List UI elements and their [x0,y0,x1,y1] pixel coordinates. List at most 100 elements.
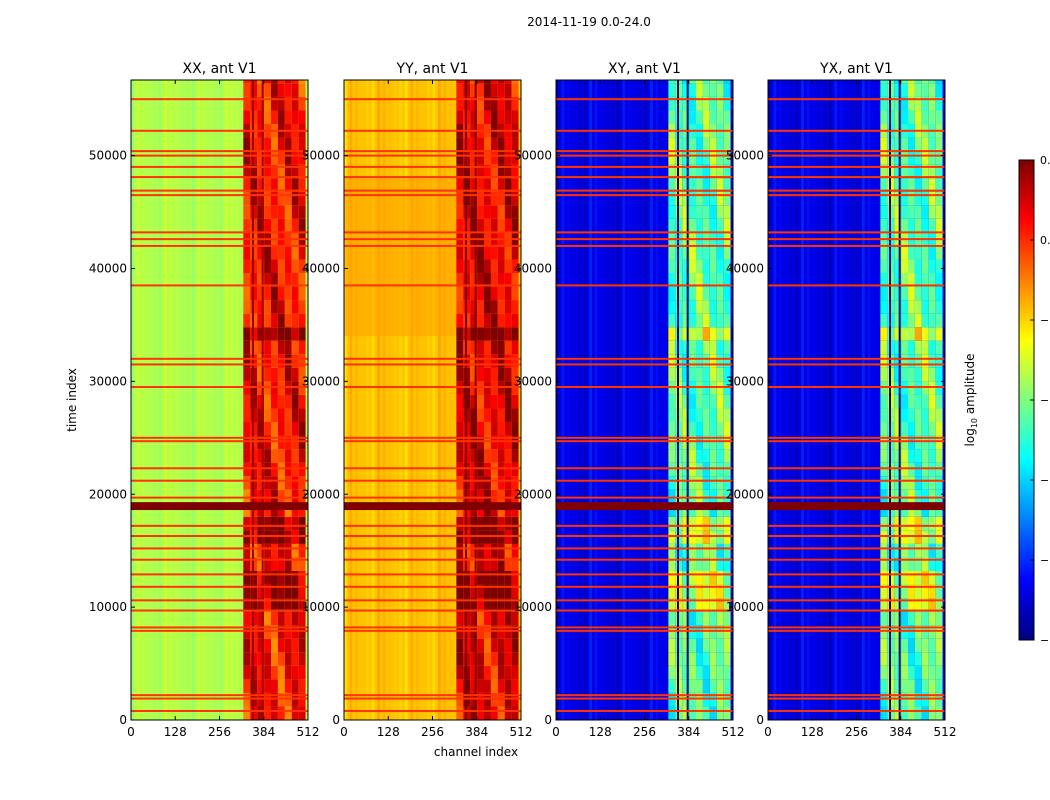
rfi-cell [709,489,717,504]
rfi-cell [277,652,285,666]
flagged-row [344,629,521,632]
rfi-cell [511,367,519,382]
flagged-row [131,573,308,576]
rfi-cell [689,367,697,382]
flagged-row [344,436,521,439]
rfi-cell [921,665,929,680]
rfi-cell [723,381,731,395]
rfi-cell [894,367,902,382]
rfi-cell [709,625,717,639]
rfi-cell [901,625,909,639]
x-tick-label: 128 [589,725,612,739]
rfi-cell [935,530,943,544]
rfi-cell [298,191,306,206]
rfi-cell [490,80,498,84]
rfi-cell [243,571,251,585]
rfi-cell [914,557,922,572]
x-tick-label: 512 [722,725,745,739]
rfi-cell [914,83,922,97]
rfi-cell [908,462,915,477]
flagged-row [556,165,733,168]
rfi-cell [511,96,519,111]
rfi-cell [497,191,505,206]
rfi-cell [284,449,292,463]
rfi-cell [484,151,491,165]
rfi-cell [716,408,724,423]
rfi-cell [682,665,690,680]
rfi-cell [484,543,491,558]
rfi-cell [894,218,902,233]
rfi-cell [257,83,265,97]
rfi-cell [908,367,915,382]
rfi-cell [702,530,710,544]
rfi-cell [477,530,485,544]
channel-stripe [426,80,430,720]
rfi-cell [696,80,703,84]
y-tick-label: 10000 [514,600,552,614]
flagged-row [131,436,308,439]
flagged-row [556,694,733,697]
rfi-cell [284,96,292,111]
rfi-cell [284,313,292,328]
rfi-cell [935,218,943,233]
rfi-cell [880,137,888,152]
rfi-cell [470,218,478,233]
rfi-cell [497,706,505,720]
rfi-cell [908,557,915,572]
rfi-cell [284,110,292,125]
rfi-cell [284,245,292,260]
rfi-cell [901,110,909,125]
rfi-cell [901,394,909,409]
rfi-cell [928,286,936,301]
rfi-cell [709,543,717,558]
rfi-cell [277,449,285,463]
rfi-cell [477,652,485,666]
rfi-cell [490,273,498,287]
rfi-cell [271,625,278,639]
rfi-cell [504,381,512,395]
rfi-cell [914,110,922,125]
y-tick-label: 50000 [89,149,127,163]
rfi-cell [894,435,902,450]
flagged-row [768,626,945,629]
rfi-cell [456,394,464,409]
rfi-cell [456,408,464,423]
rfi-cell [702,625,710,639]
rfi-cell [723,638,731,653]
rfi-cell [277,638,285,653]
rfi-cell [689,692,697,707]
rfi-cell [511,381,519,395]
rfi-cell [291,706,299,720]
rfi-cell [284,164,292,179]
rfi-cell [264,476,272,490]
flagged-row [131,386,308,389]
rfi-cell [908,286,915,301]
rfi-cell [928,178,936,192]
flagged-row [131,697,308,700]
rfi-cell [291,164,299,179]
channel-stripe [415,80,419,720]
rfi-cell [689,435,697,450]
rfi-cell [914,543,922,558]
channel-stripe [561,80,565,720]
rfi-cell [901,83,909,97]
channel-stripe [878,80,882,720]
rfi-cell [689,516,697,531]
rfi-cell [271,462,278,477]
rfi-cell [291,652,299,666]
rfi-cell [298,137,306,152]
rfi-cell [723,530,731,544]
rfi-cell [257,462,265,477]
rfi-cell [901,706,909,720]
rfi-cell [477,137,485,152]
rfi-cell [901,462,909,477]
rfi-cell [291,83,299,97]
heatmap-panel: YX, ant V10 128 256 384 51201000020000300004… [726,61,957,739]
rfi-cell [456,286,464,301]
rfi-cell [928,571,936,585]
rfi-cell [901,557,909,572]
channel-stripe [817,80,821,720]
rfi-cell [277,313,285,328]
rfi-cell [277,178,285,192]
heatmap-image [344,80,521,720]
